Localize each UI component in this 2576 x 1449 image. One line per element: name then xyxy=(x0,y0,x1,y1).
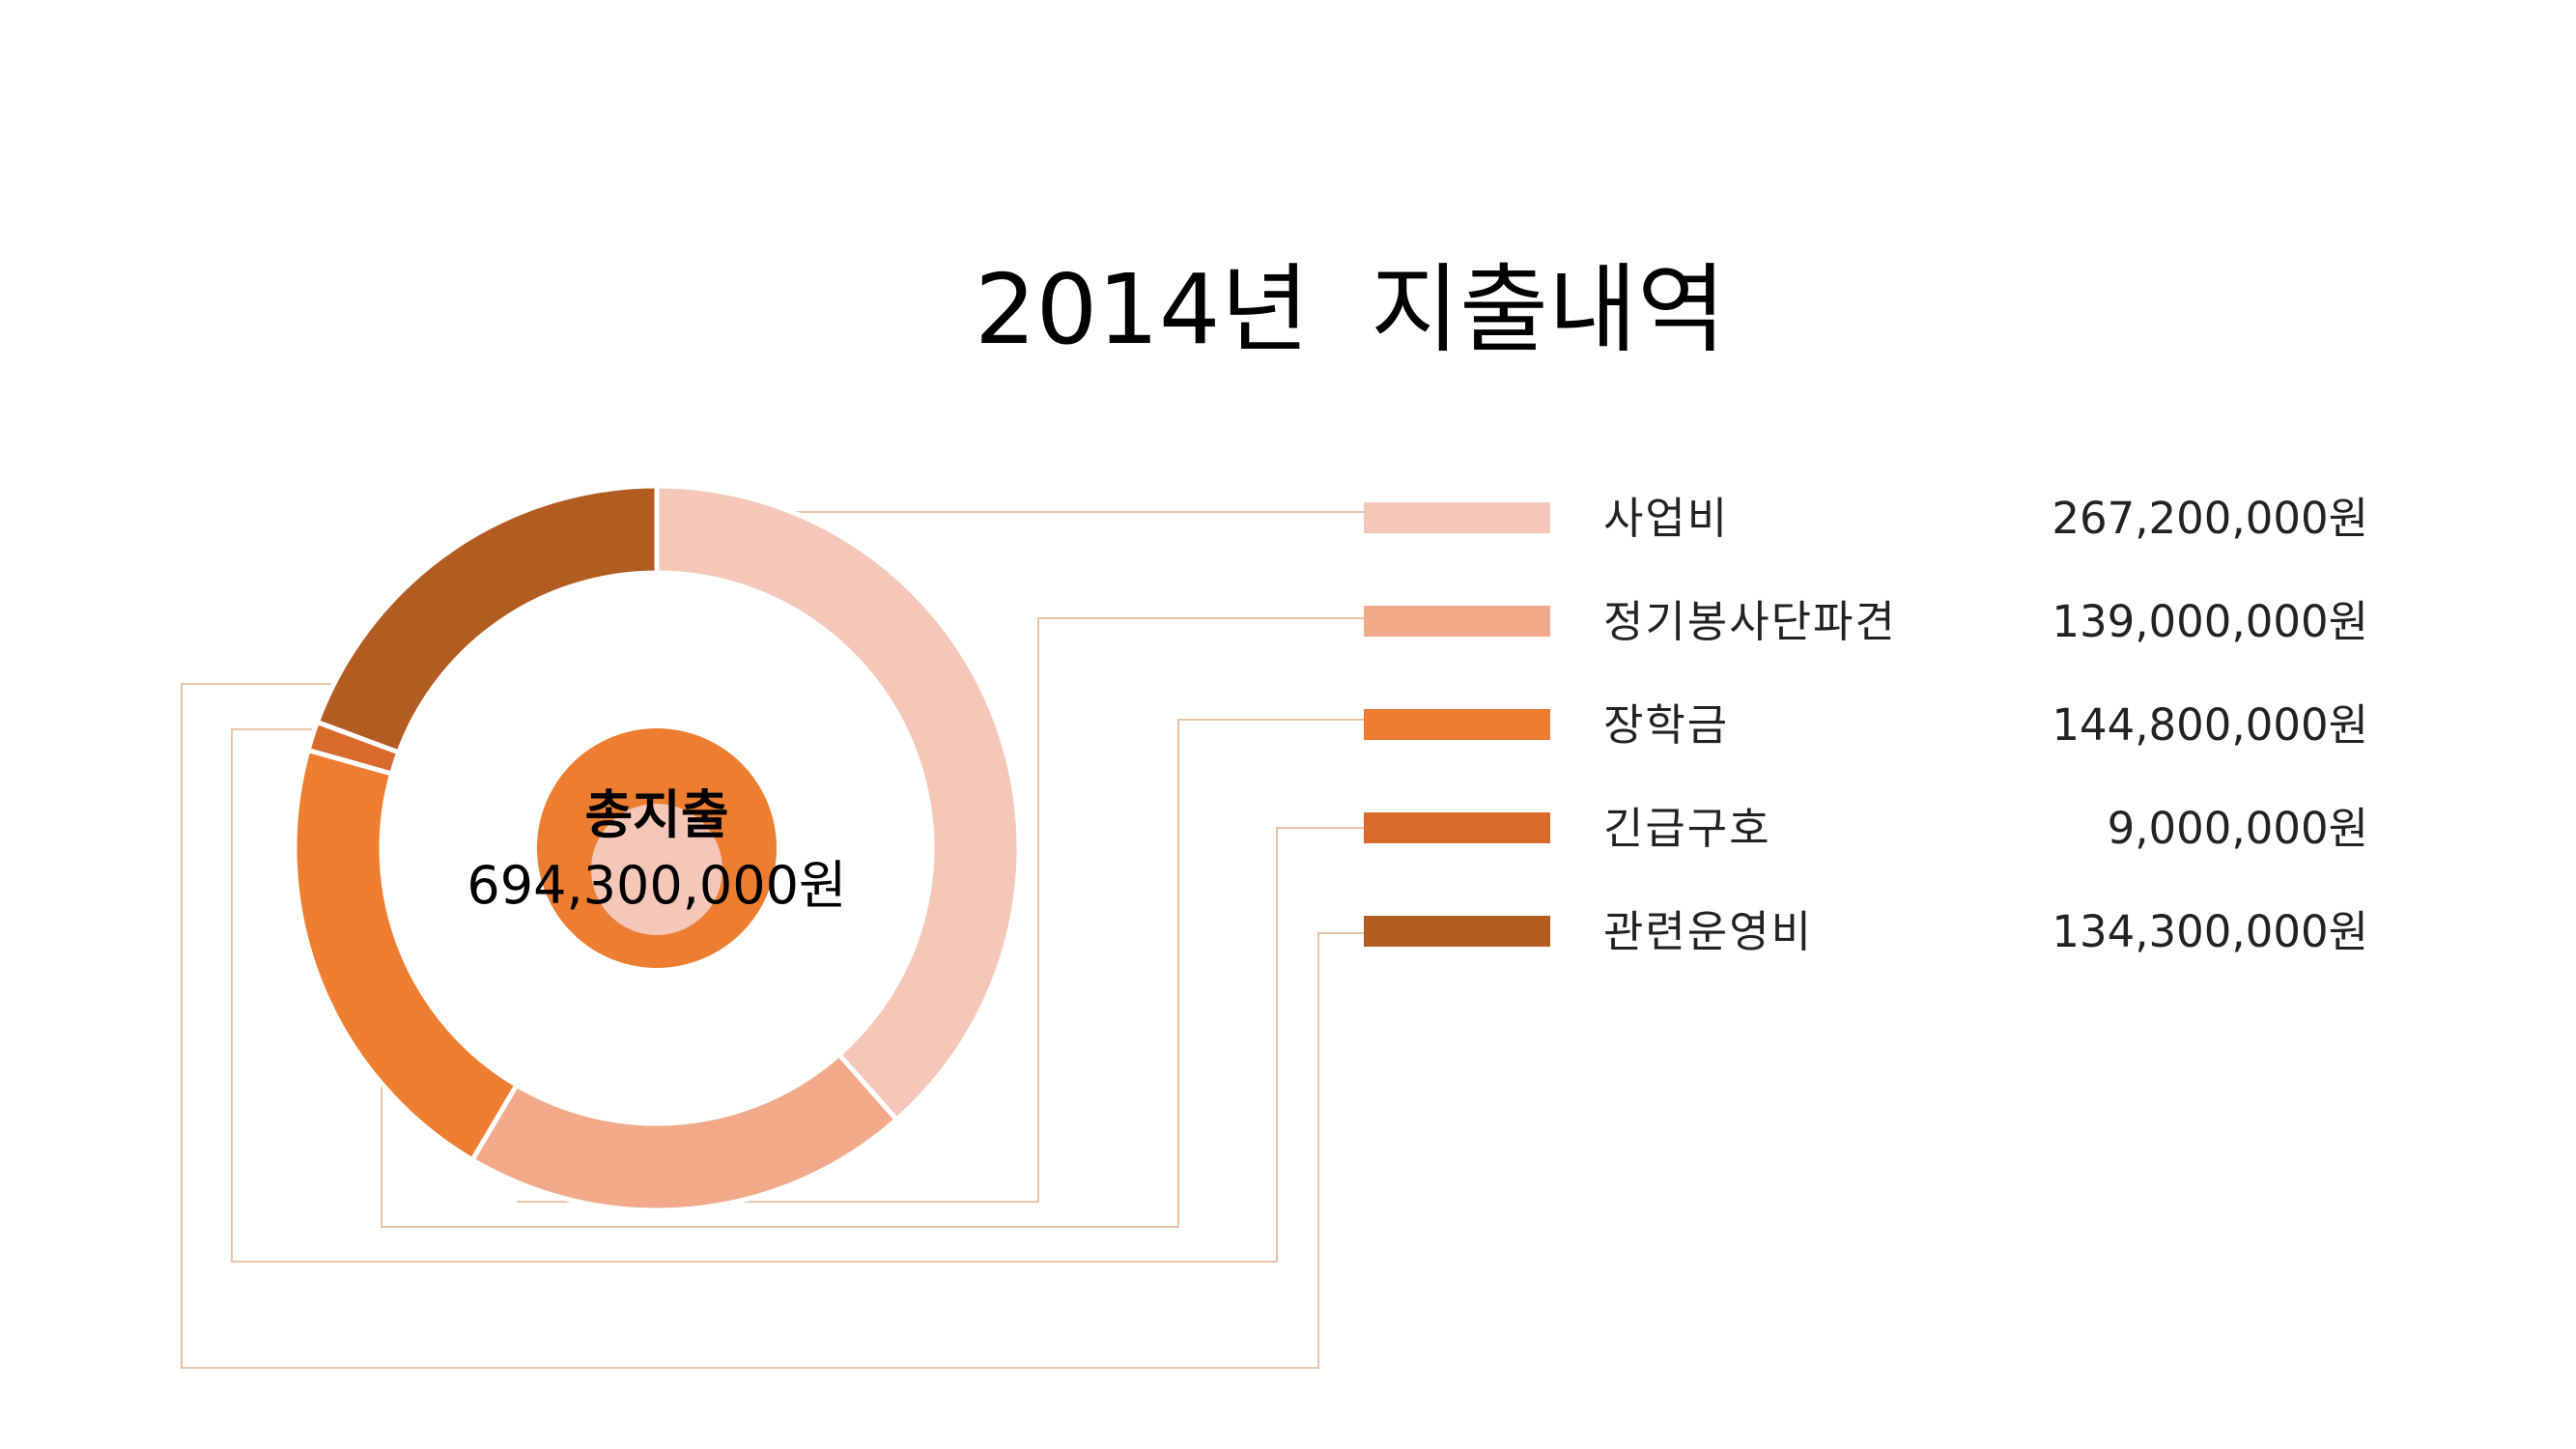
leader-line-gingeup xyxy=(231,728,1364,1263)
legend-swatch-saeopbi xyxy=(1364,502,1550,533)
legend-swatch-jeonggi xyxy=(1364,606,1550,637)
leader-lines xyxy=(181,511,1364,1369)
donut-slice-saeopbi xyxy=(654,483,1022,1123)
legend-swatch-janghak xyxy=(1364,709,1550,740)
legend-label-janghak: 장학금 xyxy=(1603,699,1729,751)
legend-value-unyeong: 134,300,000원 xyxy=(2052,906,2368,957)
chart-title: 2014년 지출내역 xyxy=(975,253,1726,366)
donut-slice-jeonggi xyxy=(468,1051,900,1213)
legend-swatch-gingeup xyxy=(1364,812,1550,843)
legend-label-jeonggi: 정기봉사단파견 xyxy=(1603,596,1897,647)
leader-line-janghak xyxy=(381,719,1364,1228)
legend-value-gingeup: 9,000,000원 xyxy=(2108,803,2368,854)
legend-swatch-unyeong xyxy=(1364,916,1550,947)
donut-slice-janghak xyxy=(292,747,521,1164)
legend-value-jeonggi: 139,000,000원 xyxy=(2052,596,2368,647)
legend-label-saeopbi: 사업비 xyxy=(1603,493,1729,544)
legend-label-gingeup: 긴급구호 xyxy=(1603,803,1771,854)
leader-line-unyeong xyxy=(181,683,1364,1369)
center-value: 694,300,000원 xyxy=(467,855,846,916)
center-disc: 총지출 694,300,000원 xyxy=(467,728,847,968)
legend-value-janghak: 144,800,000원 xyxy=(2052,699,2368,751)
legend-value-saeopbi: 267,200,000원 xyxy=(2052,493,2368,544)
center-title: 총지출 xyxy=(584,784,728,845)
leader-line-jeonggi xyxy=(517,617,1364,1203)
donut-slice-unyeong xyxy=(314,483,660,756)
donut-ring xyxy=(292,483,1022,1213)
center-disc-inner xyxy=(591,804,722,935)
legend-label-unyeong: 관련운영비 xyxy=(1603,906,1813,957)
